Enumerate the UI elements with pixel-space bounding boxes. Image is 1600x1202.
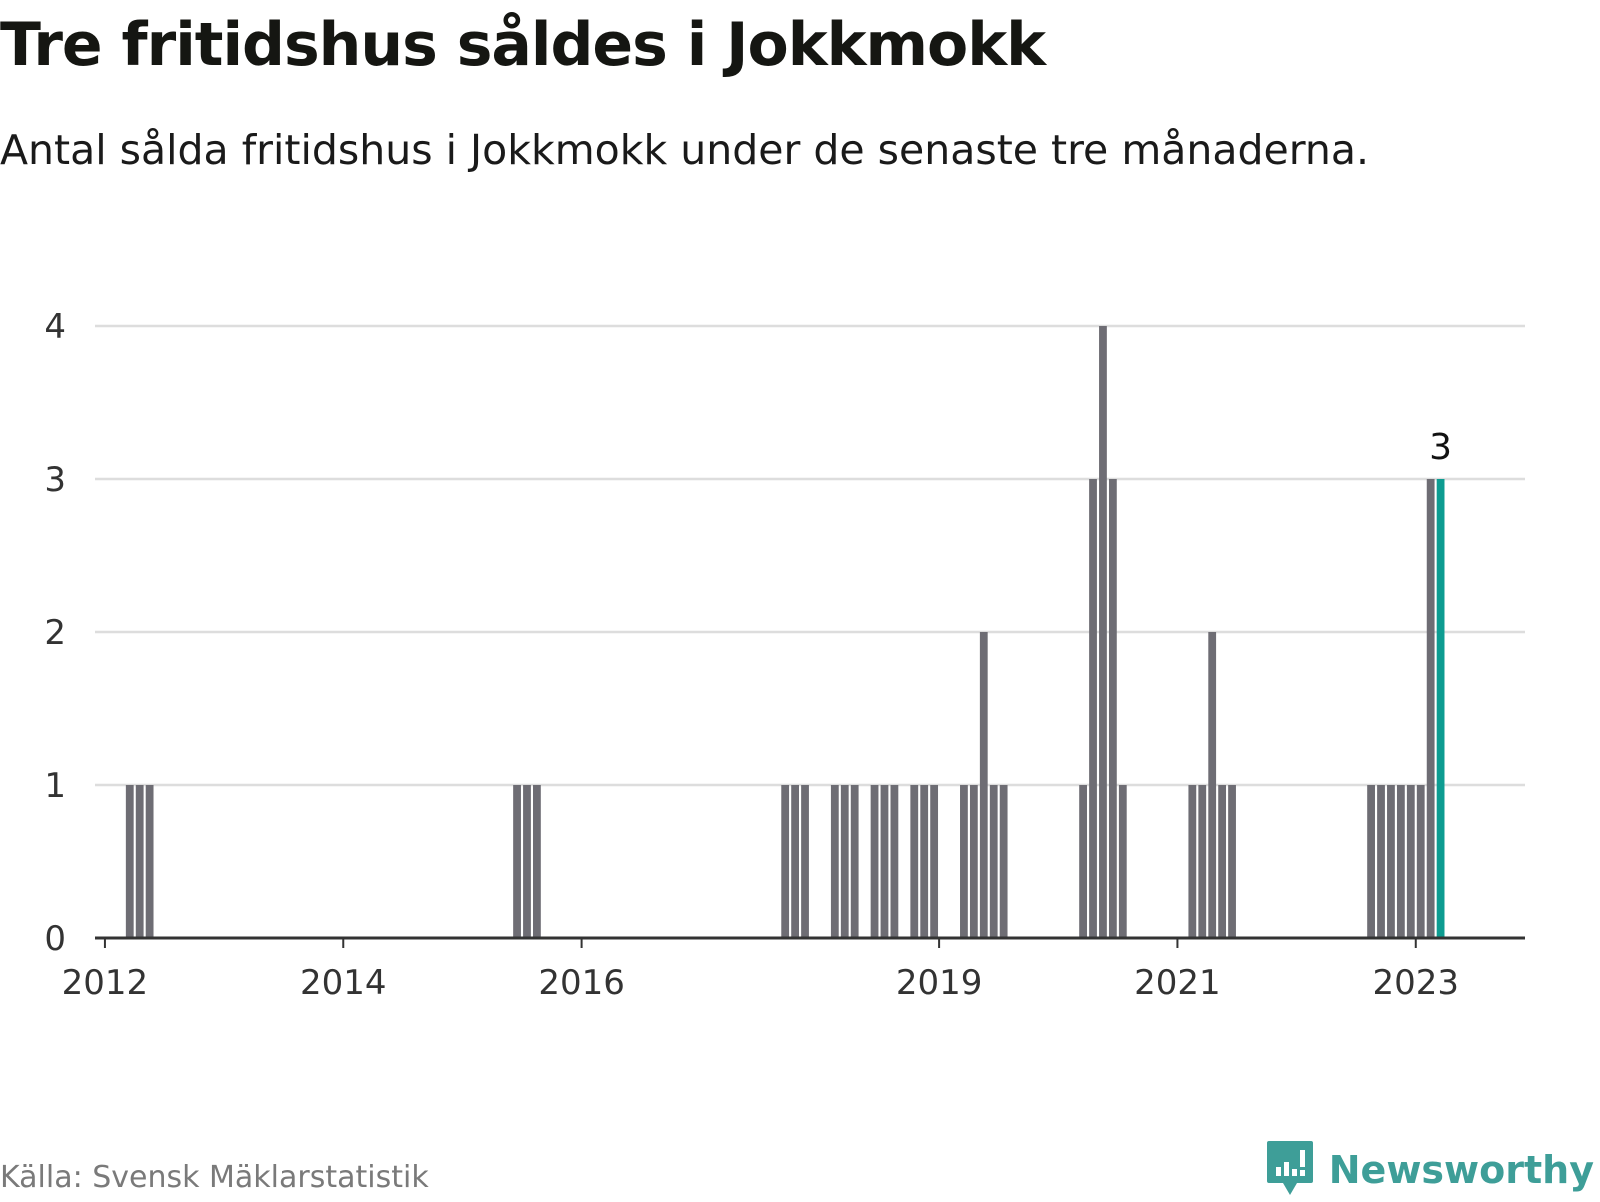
bars <box>125 326 1445 938</box>
bar <box>870 785 879 938</box>
newsworthy-logo-icon <box>1265 1139 1315 1202</box>
chart-subtitle: Antal sålda fritidshus i Jokkmokk under … <box>0 126 1370 174</box>
bar <box>830 785 839 938</box>
x-tick-label: 2012 <box>62 963 149 1003</box>
bar-chart: 0 1 2 3 4 2012 2014 2016 2019 2021 2023 3 <box>44 307 1525 1003</box>
bar <box>513 785 521 938</box>
bar <box>1208 632 1217 938</box>
y-tick-label: 4 <box>44 307 66 347</box>
grid-lines <box>95 324 1525 787</box>
x-axis <box>95 936 1525 948</box>
bar <box>125 785 134 938</box>
x-tick-label: 2014 <box>300 963 387 1003</box>
bar <box>979 632 988 938</box>
bar <box>1188 785 1197 938</box>
bar <box>999 785 1008 938</box>
x-tick-label: 2021 <box>1134 963 1221 1003</box>
bar-value-label: 3 <box>1429 427 1452 468</box>
bar <box>1108 479 1117 938</box>
bar <box>135 785 144 938</box>
bar <box>989 785 998 938</box>
bar <box>1406 785 1415 938</box>
y-tick-label: 3 <box>44 460 66 500</box>
bar <box>840 785 849 938</box>
brand[interactable]: Newsworthy <box>1265 1140 1594 1198</box>
y-tick-label: 2 <box>44 613 66 653</box>
bar <box>1377 785 1385 938</box>
chart-title: Tre fritidshus såldes i Jokkmokk <box>0 10 1046 80</box>
bar <box>1089 479 1097 938</box>
bar <box>969 785 978 938</box>
x-tick-label: 2016 <box>538 963 625 1003</box>
y-axis-labels: 0 1 2 3 4 <box>44 307 66 959</box>
brand-name: Newsworthy <box>1328 1148 1594 1192</box>
bar <box>1396 785 1405 938</box>
bar <box>1198 785 1207 938</box>
bar <box>880 785 889 938</box>
bar <box>960 785 968 938</box>
source-note: Källa: Svensk Mäklarstatistik <box>0 1160 429 1195</box>
bar <box>890 785 899 938</box>
bar <box>1367 785 1375 938</box>
bar <box>920 785 929 938</box>
bar <box>930 785 939 938</box>
y-tick-label: 0 <box>44 919 66 959</box>
bar <box>781 785 790 938</box>
bar <box>850 785 859 938</box>
bar <box>801 785 809 938</box>
annotations: 3 <box>1429 427 1452 468</box>
bar <box>1079 785 1087 938</box>
bar <box>910 785 919 938</box>
y-tick-label: 1 <box>44 766 66 806</box>
bar <box>1426 479 1435 938</box>
bar <box>1118 785 1127 938</box>
bar <box>1228 785 1236 938</box>
bar <box>523 785 531 938</box>
bar <box>1387 785 1395 938</box>
bar-highlight <box>1436 479 1445 938</box>
x-axis-labels: 2012 2014 2016 2019 2021 2023 <box>62 963 1459 1003</box>
bar <box>1099 326 1107 938</box>
bar <box>533 785 541 938</box>
bar <box>791 785 799 938</box>
x-tick-label: 2019 <box>896 963 983 1003</box>
x-tick-label: 2023 <box>1372 963 1459 1003</box>
bar <box>1218 785 1227 938</box>
bar <box>145 785 154 938</box>
bar <box>1416 785 1425 938</box>
